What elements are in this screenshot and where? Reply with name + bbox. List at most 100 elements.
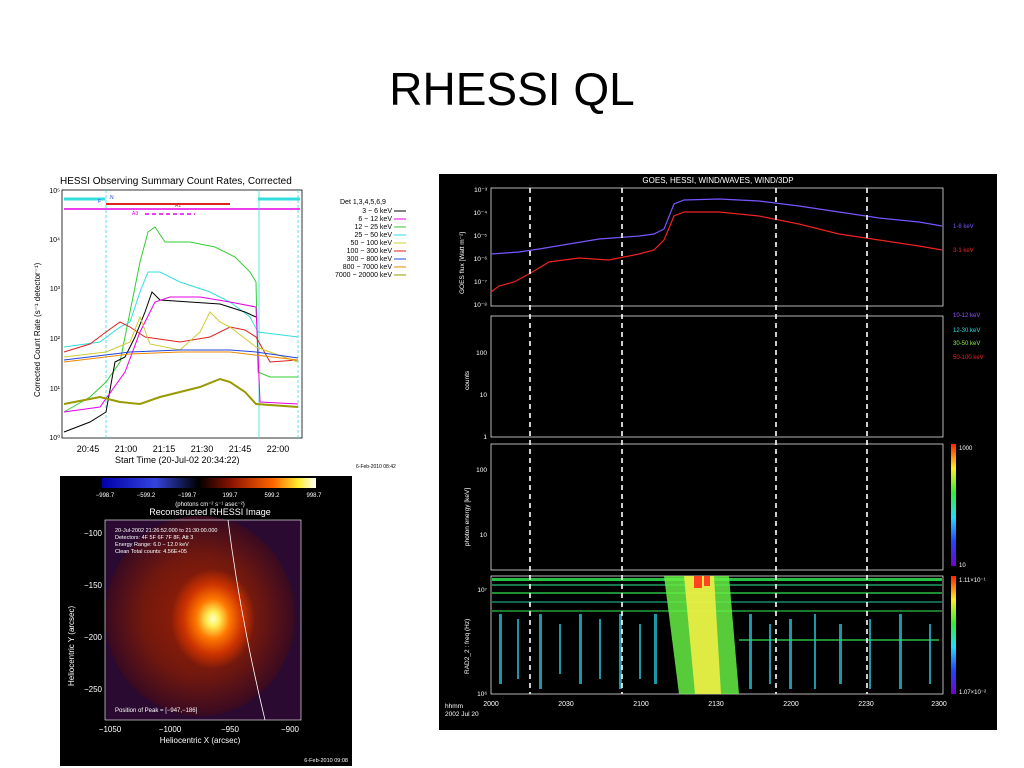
curve-100-300 — [63, 321, 299, 363]
info-line: Energy Range: 6.0 − 12.0 keV — [115, 542, 189, 548]
ytick: 10⁷ — [477, 587, 487, 594]
bar-label-n: N — [110, 195, 114, 201]
spectrogram-axes — [490, 443, 944, 571]
image-colorbar — [102, 478, 316, 488]
xtick: 2230 — [858, 701, 874, 708]
ytick: 10⁻⁸ — [474, 302, 488, 309]
curve-300-800 — [63, 349, 299, 361]
rhessi-image-panel: −998.7 −599.2 −199.7 199.7 599.2 998.7 (… — [60, 476, 352, 766]
legend-label: 50 − 100 keV — [351, 240, 393, 247]
radio-cbar-top: 1.11×10⁻¹ — [959, 578, 986, 584]
count-rates-ylabel: Corrected Count Rate (s⁻¹ detector⁻¹) — [33, 262, 42, 397]
radio-bands — [492, 576, 942, 694]
xtick: 2130 — [708, 701, 724, 708]
ytick: 10⁴ — [49, 237, 60, 244]
radio-ylabel: RAD2_2 : freq (Hz) — [464, 619, 471, 674]
legend-header: Det 1,3,4,5,6,9 — [340, 199, 386, 206]
legend-label: 6 − 12 keV — [358, 216, 392, 223]
image-xticks: −1050 −1000 −950 −900 — [99, 725, 300, 734]
image-info: 20-Jul-2002 21:26:52.000 to 21:30:00.000… — [115, 528, 217, 555]
curve-7000-20000 — [63, 377, 299, 408]
goes-stack-plot: GOES, HESSI, WIND/WAVES, WIND/3DP 10⁻³ 1… — [439, 174, 997, 730]
cbar-tick: −599.2 — [137, 493, 156, 499]
ytick: 10² — [50, 336, 61, 343]
ytick: 10⁻⁷ — [474, 279, 488, 286]
xtick: 21:15 — [153, 444, 176, 454]
goes-flux-yticks: 10⁻³ 10⁻⁴ 10⁻⁵ 10⁻⁶ 10⁻⁷ 10⁻⁸ — [474, 187, 488, 309]
xtick: −1000 — [159, 725, 182, 734]
image-ylabel: Heliocentric Y (arcsec) — [67, 605, 76, 686]
count-rates-title: HESSI Observing Summary Count Rates, Cor… — [60, 176, 292, 187]
image-xlabel: Heliocentric X (arcsec) — [160, 736, 241, 745]
bar-label-a3: A3 — [132, 211, 138, 217]
count-rates-xlabel: Start Time (20-Jul-02 20:34:22) — [115, 455, 240, 465]
goes-long-channel — [490, 198, 943, 255]
xtick: 2300 — [931, 701, 947, 708]
goes-title: GOES, HESSI, WIND/WAVES, WIND/3DP — [642, 176, 793, 185]
goes-flux-ylabel: GOES flux [Watt m⁻²] — [459, 232, 466, 294]
curve-3-6 — [63, 291, 257, 433]
legend-label: 100 − 300 keV — [347, 248, 393, 255]
xtick: −1050 — [99, 725, 122, 734]
cbar-tick: 599.2 — [264, 493, 280, 499]
image-title: Reconstructed RHESSI Image — [149, 507, 271, 517]
ytick: 10 — [480, 532, 488, 539]
ytick: 10⁻⁶ — [474, 256, 488, 263]
legend-label: 12 − 25 keV — [354, 224, 392, 231]
bar-label-a: A1 — [175, 203, 181, 209]
ytick: −200 — [84, 633, 103, 642]
time-markers — [529, 188, 868, 694]
ytick: 10⁻⁴ — [474, 210, 488, 217]
ytick: 10³ — [50, 286, 61, 293]
legend-label: 800 − 7000 keV — [343, 264, 393, 271]
solar-limb — [227, 519, 266, 721]
ytick: 10⁶ — [477, 691, 487, 698]
ytick: 10 — [480, 392, 488, 399]
ytick: −150 — [84, 581, 103, 590]
photon-cbar-top: 1000 — [959, 446, 973, 452]
xtick: 2100 — [633, 701, 649, 708]
xtick: 2030 — [558, 701, 574, 708]
counts-ylabel: counts — [464, 370, 471, 390]
counts-yticks: 100 10 1 — [476, 350, 487, 441]
ytick: 10⁻³ — [474, 187, 488, 194]
goes-flux-axes — [490, 187, 944, 307]
ytick: 100 — [476, 467, 487, 474]
goes-label-long: 1-8 keV — [953, 224, 974, 230]
count-rate-curves — [63, 226, 299, 433]
counts-labels: 10-12 keV 12-30 keV 30-50 keV 50-100 keV — [953, 313, 984, 361]
goes-xticks: 2000 2030 2100 2130 2200 2230 2300 — [483, 701, 947, 708]
xtick: 21:45 — [229, 444, 252, 454]
info-line: Detectors: 4F 5F 6F 7F 8F, Att 3 — [115, 535, 193, 541]
legend-label: 7000 − 20000 keV — [335, 272, 392, 279]
xtick: 22:00 — [267, 444, 290, 454]
image-yticks: −100 −150 −200 −250 — [84, 529, 103, 694]
peak-position: Position of Peak = [−947,−186] — [115, 708, 198, 714]
counts-label: 50-100 keV — [953, 355, 984, 361]
photon-yticks: 100 10 — [476, 467, 487, 539]
ytick: 10⁰ — [49, 434, 60, 442]
source-blob — [171, 569, 255, 669]
goes-short-channel — [490, 211, 943, 293]
goes-xlabel-hhmm: hhmm — [445, 703, 463, 710]
counts-label: 30-50 keV — [953, 341, 980, 347]
info-line: 20-Jul-2002 21:26:52.000 to 21:30:00.000 — [115, 528, 217, 534]
cbar-tick: −998.7 — [96, 493, 115, 499]
goes-label-short: 3-1 keV — [953, 248, 974, 254]
xtick: 20:45 — [77, 444, 100, 454]
xtick: −950 — [221, 725, 240, 734]
xtick: 21:00 — [115, 444, 138, 454]
count-rates-timestamp: 6-Feb-2010 08:42 — [356, 464, 396, 470]
counts-label: 12-30 keV — [953, 328, 980, 334]
cbar-tick: 998.7 — [306, 493, 322, 499]
curve-800-7000 — [63, 351, 299, 363]
radio-colorbar — [951, 576, 956, 694]
photon-ylabel: photon energy [keV] — [464, 488, 471, 546]
count-rates-xticks: 20:45 21:00 21:15 21:30 21:45 22:00 — [77, 444, 290, 454]
curve-50-100 — [63, 311, 299, 363]
ytick: 10⁻⁵ — [474, 233, 488, 240]
legend-label: 3 − 6 keV — [362, 208, 392, 215]
legend-label: 25 − 50 keV — [354, 232, 392, 239]
colorbar-units: (photons cm⁻² s⁻¹ asec⁻²) — [175, 502, 245, 508]
radio-cbar-bottom: 1.07×10⁻² — [959, 690, 986, 696]
